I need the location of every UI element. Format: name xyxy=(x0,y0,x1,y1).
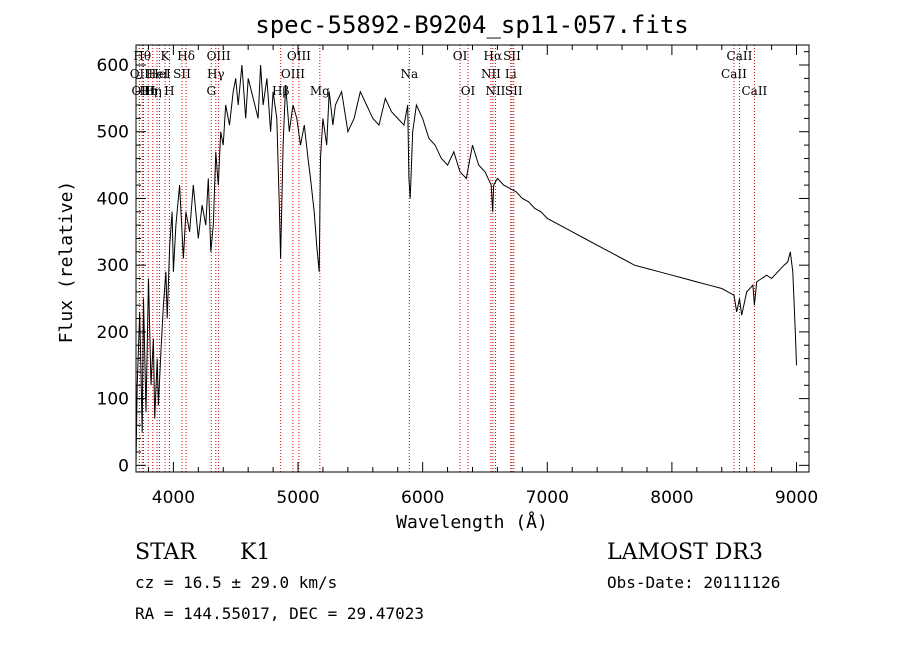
obs-date: Obs-Date: 20111126 xyxy=(607,573,780,592)
annotation-label: CaII xyxy=(727,49,753,63)
y-tick-label: 500 xyxy=(97,123,129,143)
coordinates: RA = 144.55017, DEC = 29.47023 xyxy=(135,604,424,623)
annotation-label: K xyxy=(161,49,171,63)
annotation-labels: OIIHθOIIIHηHηHeIHeIKHSIIHδGHγOIIIHβOIIIO… xyxy=(130,49,768,98)
annotation-label: Hα xyxy=(484,49,503,63)
x-tick-label: 9000 xyxy=(775,488,818,508)
annotation-label: Li xyxy=(505,67,517,81)
annotation-label: OIII xyxy=(131,84,155,98)
x-tick-label: 6000 xyxy=(401,488,444,508)
annotation-label: SII xyxy=(505,84,523,98)
annotation-label: OI xyxy=(453,49,468,63)
y-tick-label: 200 xyxy=(97,323,129,343)
annotation-label: NII xyxy=(481,67,501,81)
annotation-label: Hη xyxy=(144,84,162,98)
object-subclass: K1 xyxy=(240,540,270,565)
object-class: STAR xyxy=(135,540,197,565)
annotation-label: SII xyxy=(173,67,191,81)
y-tick-label: 600 xyxy=(97,56,129,76)
annotation-label: CaII xyxy=(721,67,747,81)
annotation-label: SII xyxy=(503,49,521,63)
y-tick-label: 300 xyxy=(97,256,129,276)
y-axis-label: Flux (relative) xyxy=(56,181,77,344)
x-tick-label: 4000 xyxy=(152,488,195,508)
annotation-label: OIII xyxy=(207,49,231,63)
survey-name: LAMOST DR3 xyxy=(607,540,763,565)
annotation-label: Na xyxy=(400,67,418,81)
x-tick-label: 5000 xyxy=(276,488,319,508)
annotation-label: OII xyxy=(130,67,150,81)
x-axis: 4000 5000 6000 7000 8000 9000 xyxy=(147,45,818,508)
annotation-label: G xyxy=(206,84,216,98)
annotation-label: OIII xyxy=(281,67,305,81)
x-tick-label: 7000 xyxy=(526,488,569,508)
velocity-readout: cz = 16.5 ± 29.0 km/s xyxy=(135,573,337,592)
annotation-label: Hγ xyxy=(207,67,225,81)
annotation-label: CaII xyxy=(741,84,767,98)
annotation-label: Hδ xyxy=(177,49,195,63)
annotation-label: HeI xyxy=(146,67,169,81)
y-tick-label: 400 xyxy=(97,189,129,209)
annotation-label: HeI xyxy=(148,67,171,81)
annotation-label: OI xyxy=(461,84,476,98)
annotation-label: Hη xyxy=(139,84,157,98)
annotation-label: OIII xyxy=(287,49,311,63)
x-axis-label: Wavelength (Å) xyxy=(396,511,548,533)
annotation-label: Mg xyxy=(310,84,330,98)
plot-frame xyxy=(135,44,810,473)
annotation-label: Hθ xyxy=(133,49,151,63)
y-axis: 0 100 200 300 400 500 600 xyxy=(97,51,809,476)
annotation-label: H xyxy=(164,84,174,98)
spectrum-line xyxy=(135,64,797,466)
chart-title: spec-55892-B9204_sp11-057.fits xyxy=(255,11,688,39)
annotation-lines xyxy=(138,45,755,472)
y-tick-label: 100 xyxy=(97,390,129,410)
y-tick-label: 0 xyxy=(118,456,129,476)
annotation-label: NII xyxy=(485,84,505,98)
x-tick-label: 8000 xyxy=(650,488,693,508)
